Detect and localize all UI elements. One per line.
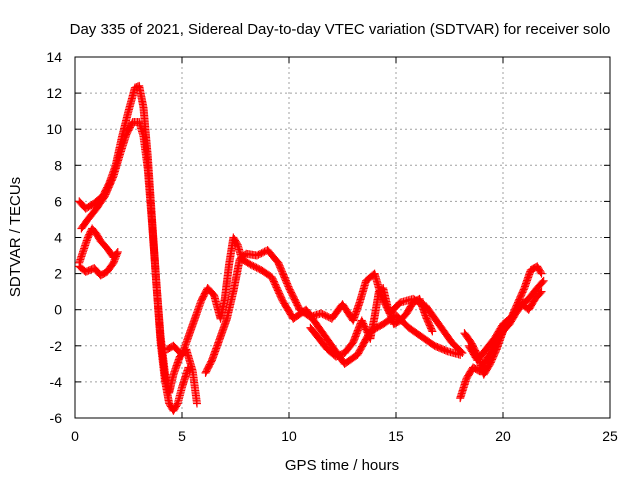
data-point-marker xyxy=(536,288,545,297)
series-track-3 xyxy=(75,224,122,280)
y-tick-label: 8 xyxy=(54,157,62,173)
y-tick-label: 6 xyxy=(54,193,62,209)
data-point-marker xyxy=(366,334,375,343)
data-point-marker xyxy=(537,287,546,296)
y-tick-label: 2 xyxy=(54,266,62,282)
y-tick-label: 0 xyxy=(54,302,62,318)
chart-title: Day 335 of 2021, Sidereal Day-to-day VTE… xyxy=(70,21,611,38)
y-tick-label: -6 xyxy=(50,410,63,426)
data-point-marker xyxy=(536,268,545,277)
data-point-marker xyxy=(428,327,437,336)
series-track-10 xyxy=(306,316,375,361)
data-point-marker xyxy=(427,325,436,334)
axis-ticks xyxy=(74,56,611,419)
x-axis-title: GPS time / hours xyxy=(285,457,399,474)
x-tick-label: 15 xyxy=(388,428,404,444)
x-tick-label: 25 xyxy=(602,428,618,444)
data-point-marker xyxy=(365,333,374,342)
y-tick-label: -4 xyxy=(50,374,63,390)
data-point-marker xyxy=(537,269,546,278)
y-tick-label: 14 xyxy=(46,49,62,65)
x-tick-label: 10 xyxy=(281,428,297,444)
data-point-marker xyxy=(192,399,201,408)
y-tick-label: 12 xyxy=(46,85,62,101)
series-track-8 xyxy=(464,276,548,365)
data-point-marker xyxy=(458,349,467,358)
data-point-marker xyxy=(457,347,466,356)
x-tick-label: 0 xyxy=(71,428,79,444)
x-tick-labels: 0 5 10 15 20 25 xyxy=(71,428,618,444)
series-track-9 xyxy=(366,284,437,343)
data-point-marker xyxy=(538,278,547,287)
x-tick-label: 5 xyxy=(178,428,186,444)
x-tick-label: 20 xyxy=(495,428,511,444)
data-series xyxy=(75,81,548,415)
data-point-marker xyxy=(539,276,548,285)
y-tick-label: 4 xyxy=(54,230,62,246)
data-point-marker xyxy=(75,258,84,267)
y-tick-labels: -6 -4 -2 0 2 4 6 8 10 12 14 xyxy=(46,49,62,426)
y-axis-title: SDTVAR / TECUs xyxy=(7,177,24,297)
y-tick-label: -2 xyxy=(50,338,63,354)
y-tick-label: 10 xyxy=(46,121,62,137)
